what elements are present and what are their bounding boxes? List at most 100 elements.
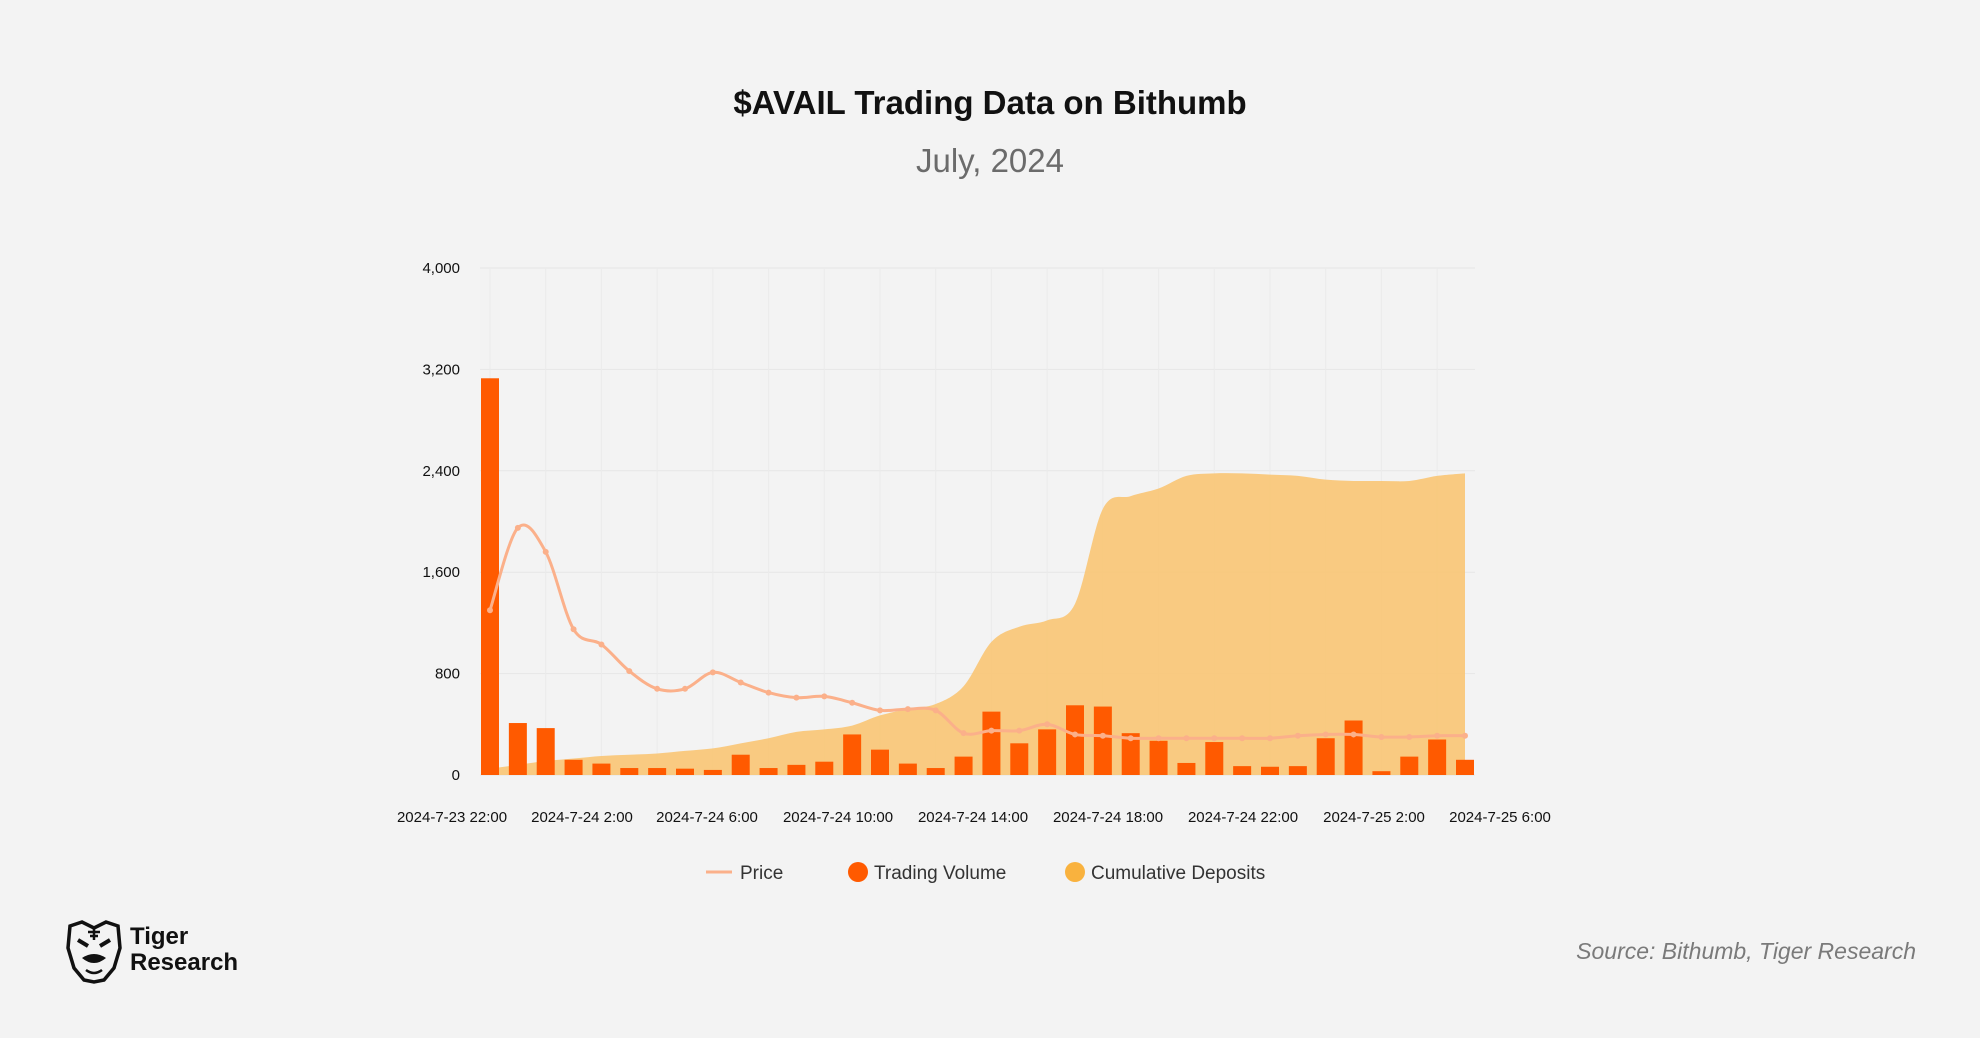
bar-trading-volume bbox=[481, 378, 499, 775]
point-price bbox=[988, 727, 995, 734]
bar-trading-volume bbox=[843, 734, 862, 775]
point-price bbox=[1406, 733, 1413, 740]
bar-trading-volume bbox=[592, 763, 611, 775]
bar-trading-volume bbox=[648, 768, 667, 775]
point-price bbox=[904, 706, 911, 713]
bar-trading-volume bbox=[1261, 766, 1279, 775]
point-price bbox=[1099, 732, 1106, 739]
bar-trading-volume bbox=[871, 749, 889, 775]
bar-trading-volume bbox=[815, 761, 834, 775]
point-price bbox=[1378, 733, 1385, 740]
point-price bbox=[1294, 732, 1301, 739]
bar-trading-volume bbox=[787, 764, 806, 775]
point-price bbox=[1239, 735, 1246, 742]
bar-trading-volume bbox=[1344, 720, 1363, 775]
x-tick-label: 2024-7-24 6:00 bbox=[656, 809, 758, 826]
bar-trading-volume bbox=[898, 763, 917, 775]
point-price bbox=[849, 699, 856, 706]
point-price bbox=[1072, 731, 1078, 738]
bar-trading-volume bbox=[1066, 705, 1084, 775]
legend-label-price: Price bbox=[740, 863, 783, 884]
bar-trading-volume bbox=[1177, 762, 1196, 775]
y-tick-label: 1,600 bbox=[422, 564, 460, 581]
bar-trading-volume bbox=[1205, 742, 1224, 775]
bar-trading-volume bbox=[1428, 739, 1447, 775]
legend-label-trading-volume: Trading Volume bbox=[874, 863, 1006, 884]
point-price bbox=[682, 685, 688, 692]
y-tick-label: 800 bbox=[435, 666, 460, 683]
x-tick-label: 2024-7-24 14:00 bbox=[918, 809, 1028, 826]
point-price bbox=[1267, 735, 1273, 742]
bar-trading-volume bbox=[982, 711, 1001, 775]
point-price bbox=[1044, 721, 1051, 728]
point-price bbox=[709, 669, 716, 676]
point-price bbox=[793, 694, 800, 701]
point-price bbox=[1211, 735, 1218, 742]
y-tick-label: 4,000 bbox=[422, 260, 460, 277]
point-price bbox=[570, 626, 577, 633]
bar-trading-volume bbox=[620, 768, 639, 775]
point-price bbox=[1462, 732, 1468, 739]
bar-trading-volume bbox=[1233, 766, 1252, 775]
bar-trading-volume bbox=[1010, 743, 1029, 775]
point-price bbox=[1016, 727, 1023, 734]
bar-trading-volume bbox=[1038, 729, 1057, 775]
x-tick-label: 2024-7-24 22:00 bbox=[1188, 809, 1298, 826]
bar-trading-volume bbox=[954, 756, 973, 775]
series-area-cumulative-deposits bbox=[490, 473, 1465, 775]
bar-trading-volume bbox=[731, 754, 750, 775]
bar-trading-volume bbox=[926, 768, 945, 775]
x-tick-label: 2024-7-25 2:00 bbox=[1323, 809, 1425, 826]
point-price bbox=[932, 707, 939, 714]
bar-trading-volume bbox=[536, 728, 555, 775]
bar-trading-volume bbox=[1288, 766, 1307, 775]
point-price bbox=[598, 641, 605, 648]
x-tick-label: 2024-7-23 22:00 bbox=[397, 809, 507, 826]
x-tick-label: 2024-7-24 2:00 bbox=[531, 809, 633, 826]
point-price bbox=[654, 685, 661, 692]
point-price bbox=[626, 668, 633, 675]
bar-trading-volume bbox=[1121, 733, 1140, 775]
point-price bbox=[877, 707, 883, 714]
tiger-research-logo: Tiger Research bbox=[64, 918, 254, 986]
point-price bbox=[514, 524, 521, 531]
point-price bbox=[1127, 735, 1134, 742]
bar-trading-volume bbox=[1093, 706, 1112, 775]
bar-trading-volume bbox=[676, 768, 694, 775]
point-price bbox=[960, 730, 967, 737]
x-tick-label: 2024-7-24 10:00 bbox=[783, 809, 893, 826]
bar-trading-volume bbox=[1149, 740, 1168, 775]
source-note: Source: Bithumb, Tiger Research bbox=[1576, 938, 1916, 964]
point-price bbox=[1350, 731, 1357, 738]
logo-line-1: Tiger bbox=[130, 923, 189, 950]
bar-trading-volume bbox=[508, 723, 527, 775]
chart-subtitle: July, 2024 bbox=[916, 142, 1064, 179]
y-tick-label: 2,400 bbox=[422, 463, 460, 480]
point-price bbox=[1322, 731, 1329, 738]
point-price bbox=[821, 693, 828, 700]
y-tick-label: 3,200 bbox=[422, 361, 460, 378]
legend-label-cumulative-deposits: Cumulative Deposits bbox=[1091, 863, 1265, 884]
point-price bbox=[487, 607, 493, 614]
x-tick-label: 2024-7-25 6:00 bbox=[1449, 809, 1551, 826]
x-tick-label: 2024-7-24 18:00 bbox=[1053, 809, 1163, 826]
point-price bbox=[1155, 735, 1162, 742]
point-price bbox=[765, 689, 772, 696]
bar-trading-volume bbox=[1456, 759, 1474, 775]
point-price bbox=[737, 679, 744, 686]
bar-trading-volume bbox=[1400, 756, 1419, 775]
bar-trading-volume bbox=[1372, 771, 1391, 775]
bar-trading-volume bbox=[564, 759, 583, 775]
point-price bbox=[542, 548, 549, 555]
legend-swatch-trading-volume bbox=[848, 862, 868, 882]
point-price bbox=[1434, 732, 1441, 739]
bar-trading-volume bbox=[703, 769, 722, 775]
y-tick-label: 0 bbox=[452, 767, 460, 784]
bar-trading-volume bbox=[759, 768, 778, 775]
bar-trading-volume bbox=[1316, 738, 1335, 775]
tiger-head-icon bbox=[66, 920, 122, 984]
logo-line-2: Research bbox=[130, 949, 239, 976]
legend-swatch-cumulative-deposits bbox=[1065, 862, 1085, 882]
point-price bbox=[1183, 735, 1190, 742]
